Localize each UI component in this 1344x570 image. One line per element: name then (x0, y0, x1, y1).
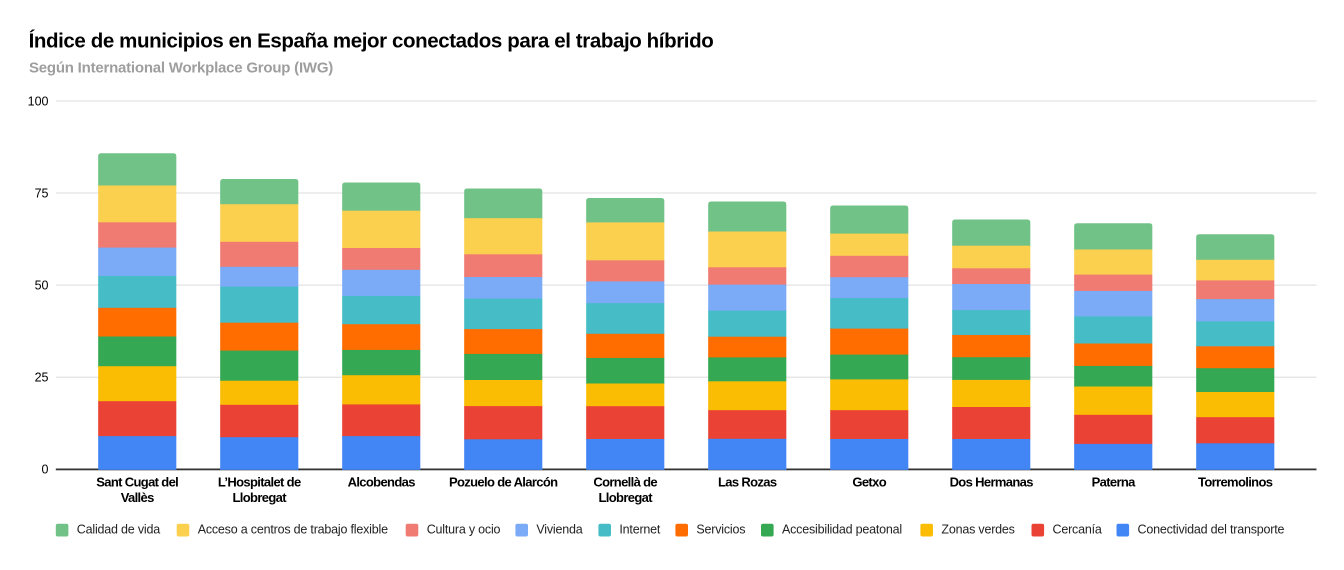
svg-text:Sant Cugat del: Sant Cugat del (96, 475, 178, 490)
svg-text:Índice de municipios en España: Índice de municipios en España mejor con… (29, 30, 714, 53)
svg-text:100: 100 (28, 94, 49, 108)
svg-text:Llobregat: Llobregat (599, 490, 654, 505)
svg-text:L’Hospitalet de: L’Hospitalet de (218, 475, 301, 490)
svg-text:Las Rozas: Las Rozas (718, 475, 777, 490)
svg-text:Cornellà de: Cornellà de (593, 475, 657, 490)
svg-text:0: 0 (42, 463, 49, 477)
svg-text:Cultura y ocio: Cultura y ocio (427, 523, 501, 537)
svg-text:Paterna: Paterna (1092, 475, 1137, 490)
svg-text:Accesibilidad peatonal: Accesibilidad peatonal (782, 523, 902, 537)
svg-text:Según International Workplace: Según International Workplace Group (IWG… (29, 59, 333, 76)
svg-text:Getxo: Getxo (852, 475, 886, 490)
svg-text:Conectividad del transporte: Conectividad del transporte (1138, 523, 1285, 537)
svg-text:50: 50 (35, 279, 49, 293)
svg-text:Dos Hermanas: Dos Hermanas (950, 475, 1034, 490)
svg-text:Internet: Internet (619, 523, 661, 537)
svg-text:Cercanía: Cercanía (1053, 523, 1102, 537)
svg-text:25: 25 (35, 371, 49, 385)
svg-text:Zonas verdes: Zonas verdes (941, 523, 1014, 537)
svg-text:Vallès: Vallès (121, 490, 154, 505)
svg-text:Calidad de vida: Calidad de vida (77, 523, 160, 537)
svg-text:Servicios: Servicios (696, 523, 745, 537)
svg-text:Pozuelo de Alarcón: Pozuelo de Alarcón (449, 475, 558, 490)
svg-text:Vivienda: Vivienda (536, 523, 582, 537)
svg-text:Alcobendas: Alcobendas (348, 475, 416, 490)
svg-text:Acceso a centros de trabajo fl: Acceso a centros de trabajo flexible (198, 523, 388, 537)
svg-text:Torremolinos: Torremolinos (1198, 475, 1273, 490)
svg-text:Llobregat: Llobregat (233, 490, 288, 505)
svg-text:75: 75 (35, 186, 49, 200)
